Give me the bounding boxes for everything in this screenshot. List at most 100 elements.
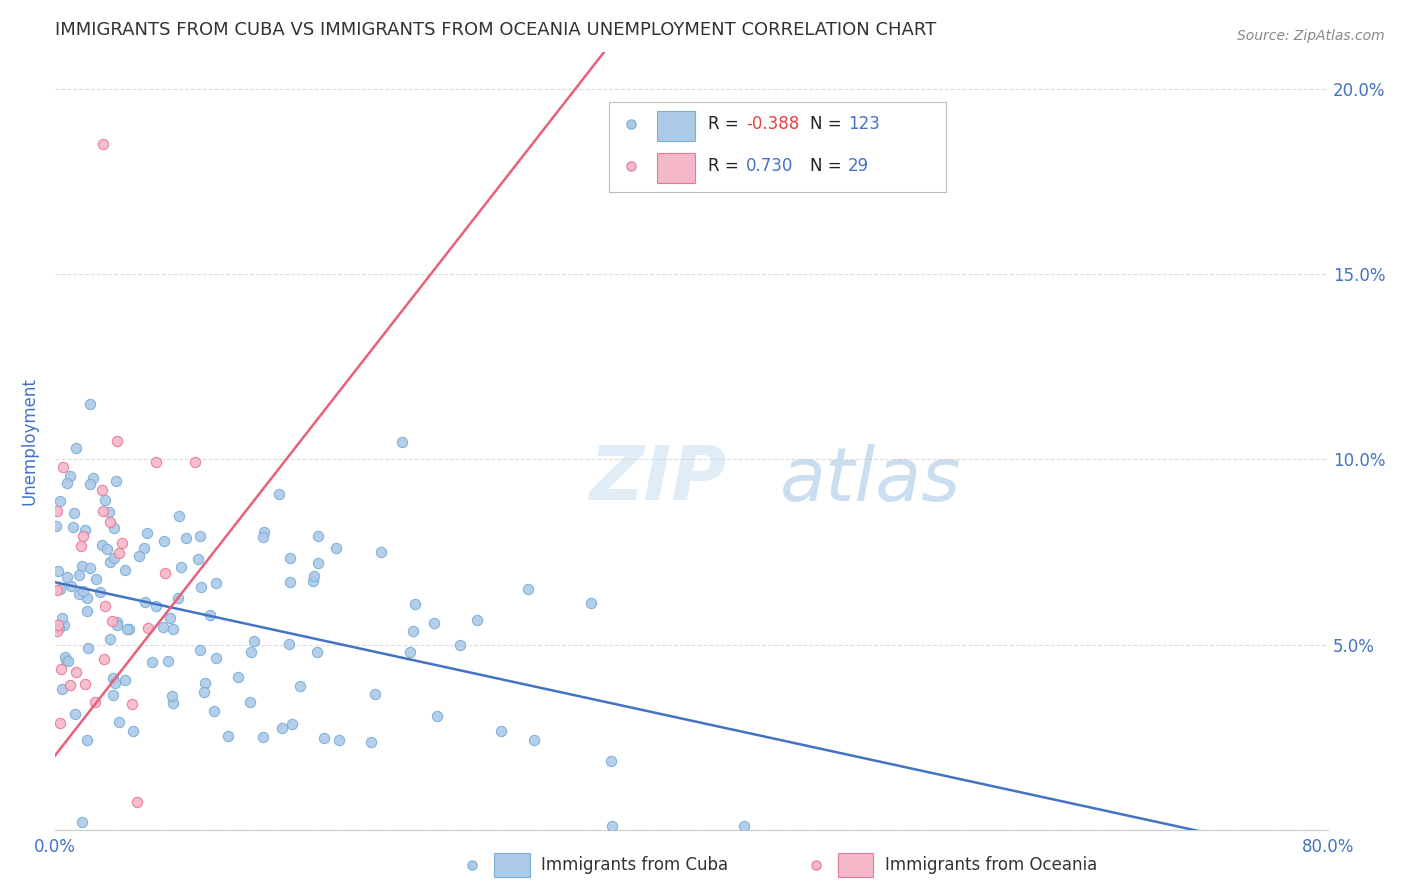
- Point: [70, 558, 93, 573]
- Point: [370, 545, 392, 559]
- Text: R =: R =: [707, 115, 744, 133]
- Point: [45, 504, 67, 518]
- Point: [79, 397, 101, 411]
- Point: [59, 678, 82, 692]
- Point: [56, 654, 79, 668]
- Point: [226, 670, 249, 684]
- Point: [253, 525, 276, 540]
- Point: [65, 441, 87, 455]
- Point: [79, 561, 101, 575]
- FancyBboxPatch shape: [609, 102, 946, 192]
- Point: [76, 603, 98, 617]
- Text: Source: ZipAtlas.com: Source: ZipAtlas.com: [1237, 29, 1385, 43]
- Text: 0.730: 0.730: [747, 157, 793, 175]
- Point: [98, 632, 121, 647]
- Point: [114, 673, 136, 688]
- Text: atlas: atlas: [780, 443, 962, 516]
- Point: [101, 688, 124, 702]
- Point: [52, 459, 75, 474]
- Point: [145, 455, 167, 469]
- Point: [450, 638, 472, 652]
- Point: [60, 579, 83, 593]
- Point: [46, 618, 69, 632]
- Point: [91, 503, 114, 517]
- Point: [162, 622, 184, 636]
- Point: [105, 617, 128, 632]
- Point: [162, 696, 184, 710]
- Point: [121, 697, 143, 711]
- Point: [600, 819, 623, 833]
- Point: [325, 541, 347, 555]
- Point: [58, 468, 80, 483]
- Point: [107, 714, 129, 729]
- Point: [93, 599, 115, 613]
- Point: [328, 733, 350, 747]
- Point: [62, 520, 84, 534]
- Point: [138, 621, 160, 635]
- Point: [194, 675, 217, 690]
- FancyBboxPatch shape: [494, 854, 530, 877]
- Point: [579, 596, 602, 610]
- Point: [51, 681, 73, 696]
- Point: [169, 508, 191, 523]
- Point: [108, 547, 131, 561]
- Point: [599, 754, 621, 768]
- Point: [76, 641, 98, 656]
- Point: [83, 695, 105, 709]
- Point: [523, 733, 546, 747]
- Point: [127, 795, 149, 809]
- Point: [132, 541, 155, 555]
- Point: [82, 471, 104, 485]
- Point: [63, 706, 86, 721]
- Point: [48, 621, 70, 635]
- Point: [98, 515, 121, 529]
- Point: [98, 555, 121, 569]
- Point: [89, 585, 111, 599]
- Point: [53, 650, 76, 665]
- Text: IMMIGRANTS FROM CUBA VS IMMIGRANTS FROM OCEANIA UNEMPLOYMENT CORRELATION CHART: IMMIGRANTS FROM CUBA VS IMMIGRANTS FROM …: [55, 21, 936, 39]
- Point: [117, 622, 139, 636]
- Point: [281, 716, 304, 731]
- Point: [67, 568, 90, 582]
- Point: [122, 724, 145, 739]
- Point: [156, 654, 179, 668]
- Point: [56, 570, 79, 584]
- Point: [193, 685, 215, 699]
- Text: 29: 29: [848, 157, 869, 175]
- Point: [271, 721, 294, 735]
- Point: [49, 582, 72, 597]
- Point: [242, 634, 264, 648]
- Point: [65, 665, 87, 680]
- Point: [159, 611, 181, 625]
- Point: [252, 730, 274, 744]
- Point: [198, 608, 221, 623]
- Point: [205, 576, 228, 591]
- Point: [91, 137, 114, 152]
- Point: [278, 637, 301, 651]
- Point: [96, 541, 118, 556]
- Point: [204, 704, 226, 718]
- Point: [422, 615, 444, 630]
- Point: [70, 815, 93, 830]
- Point: [404, 598, 426, 612]
- Point: [204, 651, 226, 665]
- Point: [49, 716, 72, 731]
- Point: [46, 582, 69, 597]
- Text: Immigrants from Cuba: Immigrants from Cuba: [541, 856, 728, 874]
- Point: [267, 487, 290, 501]
- Point: [307, 528, 329, 542]
- Point: [402, 624, 425, 638]
- Point: [46, 564, 69, 578]
- Point: [288, 679, 311, 693]
- Point: [91, 538, 114, 552]
- Point: [160, 689, 183, 703]
- Text: -0.388: -0.388: [747, 115, 799, 133]
- Point: [278, 551, 301, 566]
- Point: [46, 624, 69, 638]
- Point: [305, 645, 328, 659]
- Point: [93, 652, 115, 666]
- Point: [53, 617, 76, 632]
- Point: [73, 523, 96, 537]
- Text: N =: N =: [810, 115, 846, 133]
- Point: [67, 587, 90, 601]
